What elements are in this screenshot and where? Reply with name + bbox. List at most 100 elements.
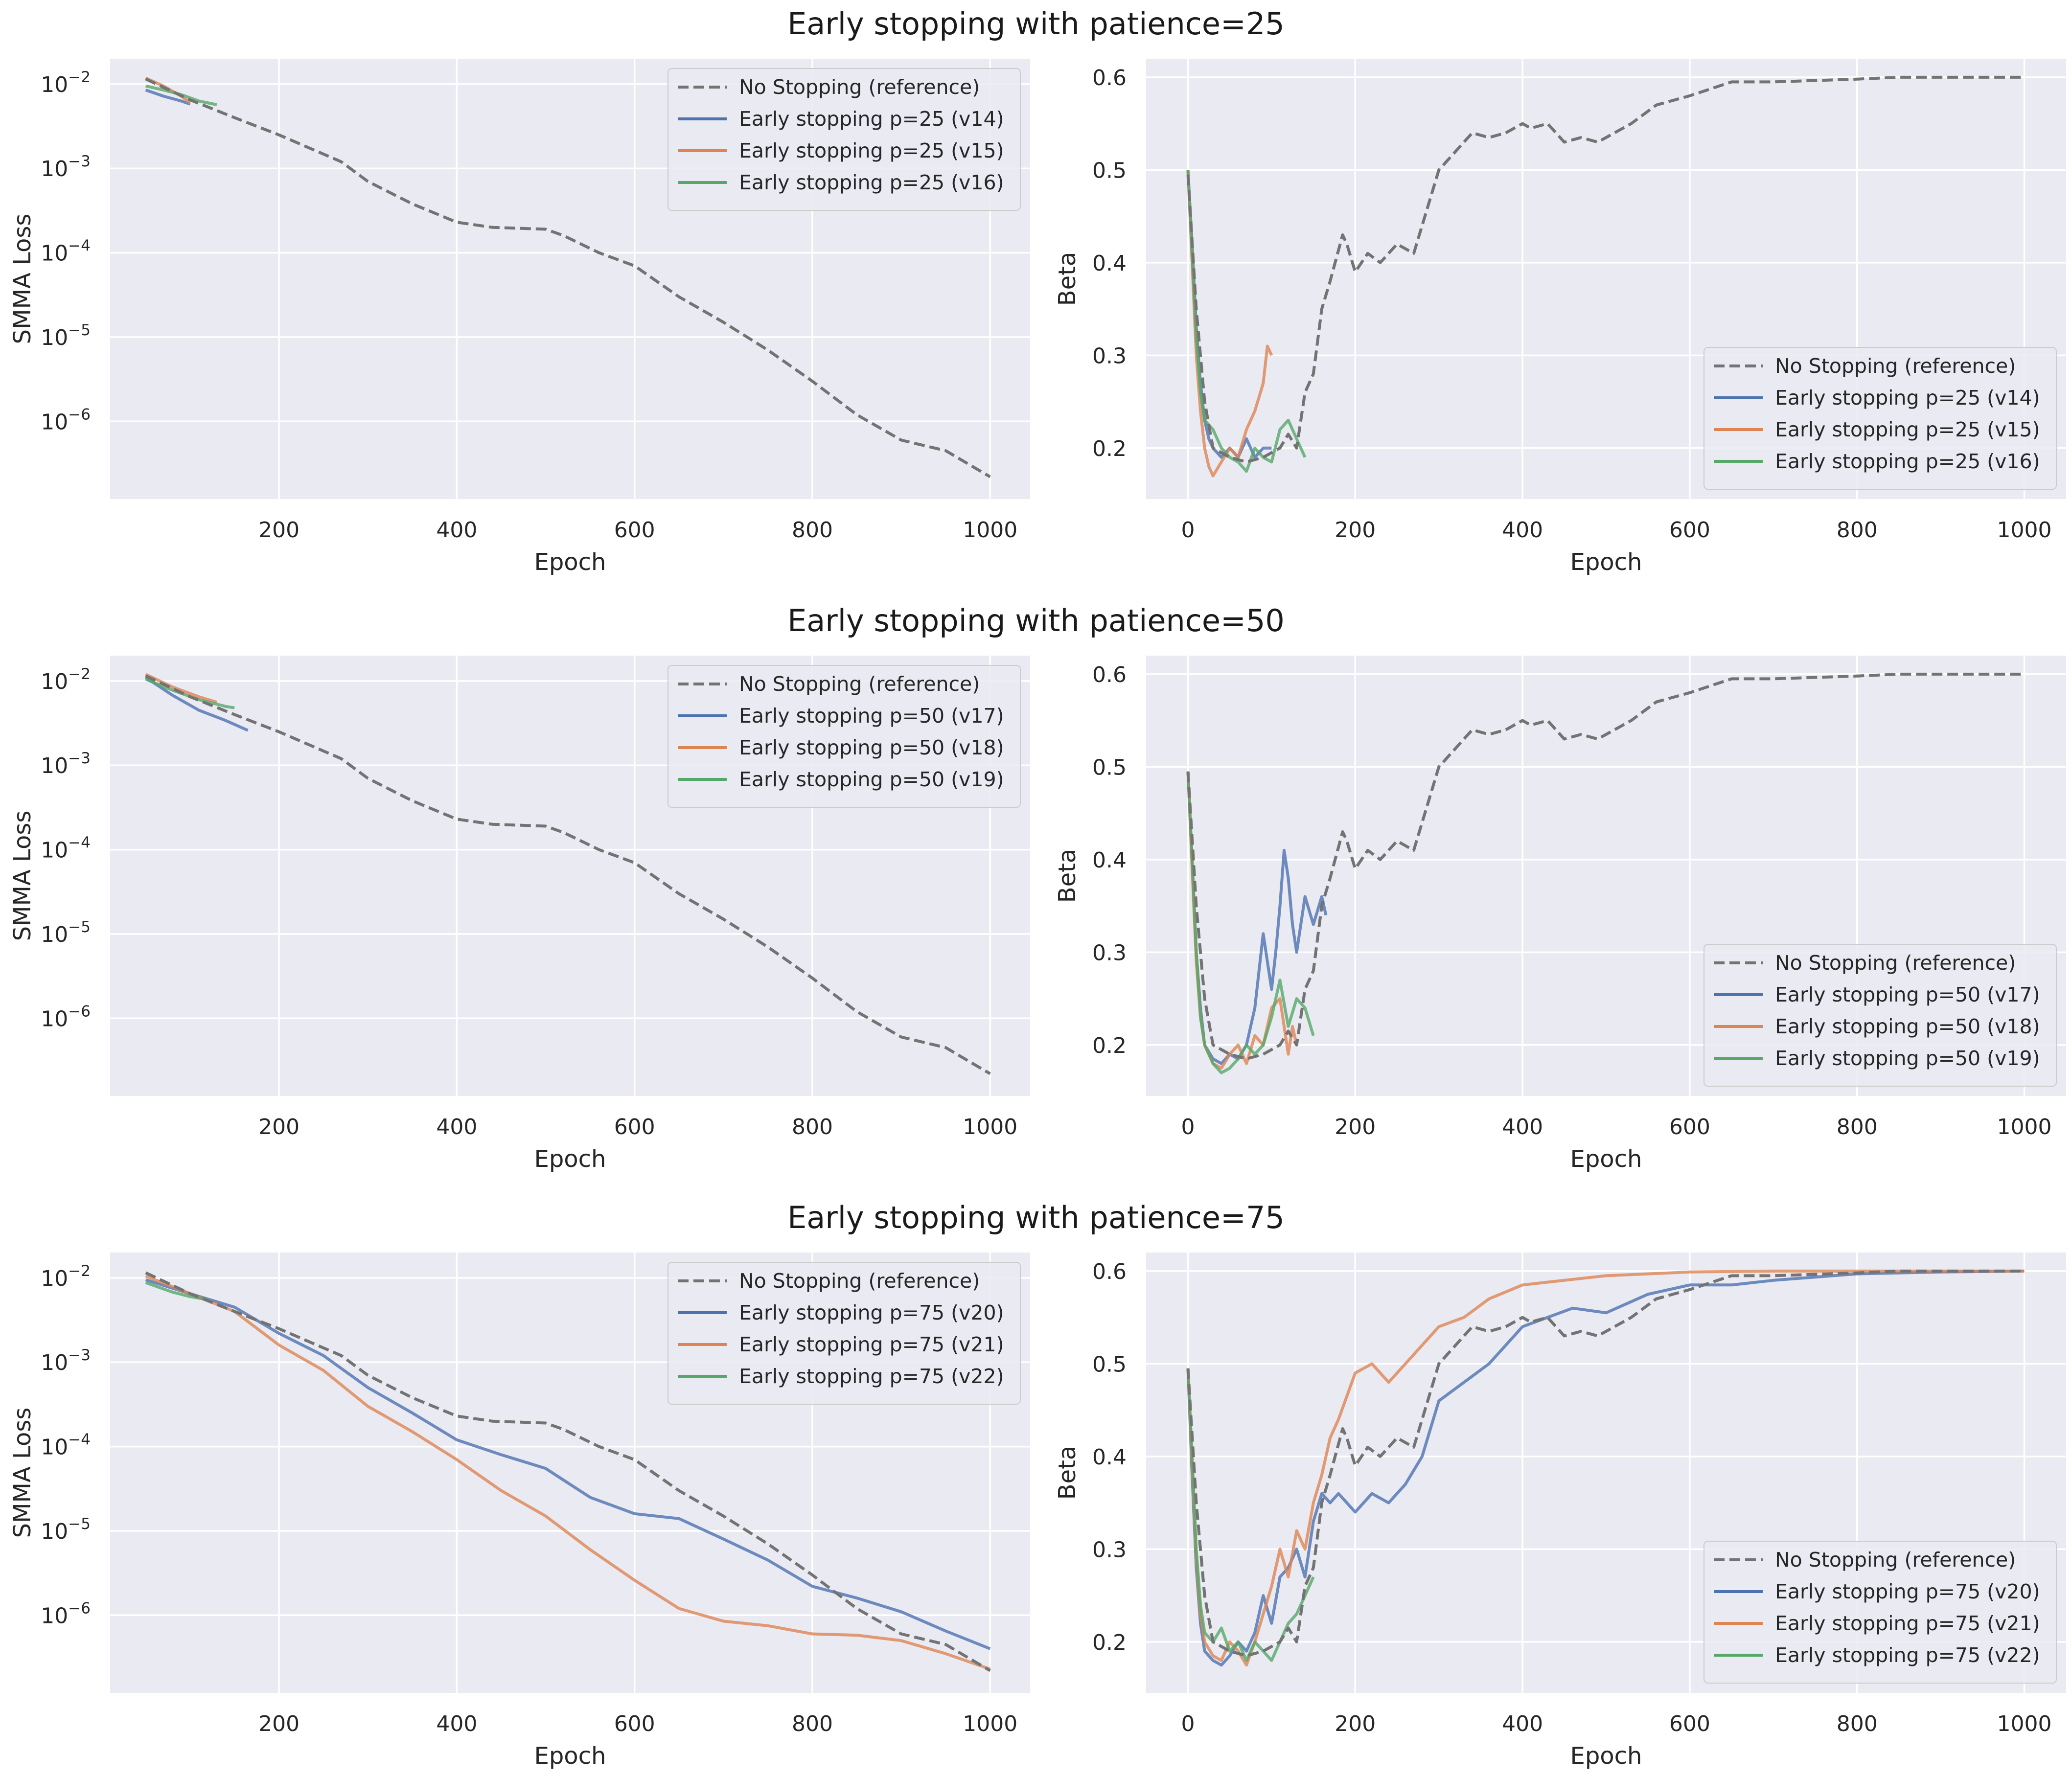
y-tick-label: 0.4 bbox=[1092, 848, 1127, 873]
y-tick-label: 0.5 bbox=[1092, 1352, 1127, 1377]
y-tick-label: 0.2 bbox=[1092, 1630, 1127, 1655]
x-tick-label: 400 bbox=[436, 1115, 477, 1140]
y-tick-label: 10−6 bbox=[41, 1003, 91, 1031]
y-tick-label: 0.3 bbox=[1092, 343, 1127, 368]
series-line-reference bbox=[1186, 1269, 2025, 1658]
y-tick-base: 10 bbox=[41, 410, 68, 434]
y-tick-exponent: −6 bbox=[68, 406, 91, 423]
y-tick-base: 10 bbox=[41, 1350, 68, 1375]
x-tick-label: 400 bbox=[1502, 1711, 1543, 1736]
y-tick-label: 10−5 bbox=[41, 918, 91, 947]
x-axis-label: Epoch bbox=[1570, 548, 1642, 576]
series-line-reference bbox=[145, 1271, 991, 1672]
legend-box bbox=[1704, 1541, 2057, 1684]
x-tick-label: 1000 bbox=[1997, 1115, 2052, 1140]
y-tick-label: 10−5 bbox=[41, 321, 91, 350]
legend-label: Early stopping p=25 (v15) bbox=[739, 139, 1004, 162]
beta-panel-patience-25: 0 200 400 600 800 1000 0.2 0.3 0.4 0.5 0.6 Epoch Bet… bbox=[1054, 59, 2066, 576]
y-axis-label: SMMA Loss bbox=[9, 1408, 36, 1538]
y-tick-label: 10−4 bbox=[41, 834, 91, 863]
x-tick-label: 200 bbox=[258, 1115, 299, 1140]
x-tick-label: 200 bbox=[1335, 518, 1376, 543]
x-tick-label: 800 bbox=[1837, 1711, 1878, 1736]
x-tick-label: 200 bbox=[258, 518, 299, 543]
x-tick-label: 200 bbox=[1335, 1115, 1376, 1140]
x-tick-label: 600 bbox=[614, 518, 655, 543]
legend-label: Early stopping p=25 (v14) bbox=[1775, 386, 2040, 410]
legend-label: Early stopping p=50 (v19) bbox=[739, 768, 1004, 791]
y-tick-label: 0.3 bbox=[1092, 940, 1127, 965]
legend-box bbox=[668, 68, 1021, 211]
legend-label: Early stopping p=50 (v19) bbox=[1775, 1047, 2040, 1070]
y-tick-label: 0.5 bbox=[1092, 755, 1127, 780]
y-tick-base: 10 bbox=[41, 1266, 68, 1291]
y-tick-label: 10−3 bbox=[41, 750, 91, 778]
y-tick-label: 0.4 bbox=[1092, 251, 1127, 276]
loss-panel-patience-25: 200 400 600 800 100010−210−310−410−510−6Epoc… bbox=[9, 59, 1030, 576]
y-tick-exponent: −5 bbox=[68, 918, 91, 936]
y-tick-exponent: −6 bbox=[68, 1003, 91, 1020]
x-tick-label: 600 bbox=[614, 1115, 655, 1140]
x-tick-label: 1000 bbox=[963, 1711, 1017, 1736]
y-tick-exponent: −2 bbox=[68, 665, 91, 683]
legend-label: Early stopping p=75 (v22) bbox=[1775, 1643, 2040, 1667]
y-tick-label: 10−4 bbox=[41, 1431, 91, 1460]
legend-label: Early stopping p=50 (v17) bbox=[739, 704, 1004, 728]
y-tick-base: 10 bbox=[41, 1519, 68, 1544]
y-tick-base: 10 bbox=[41, 241, 68, 266]
y-tick-label: 0.2 bbox=[1092, 1033, 1127, 1058]
loss-panel-patience-75: 200 400 600 800 100010−210−310−410−510−6Epoc… bbox=[9, 1253, 1030, 1770]
x-axis-label: Epoch bbox=[534, 1742, 606, 1770]
y-axis-label: Beta bbox=[1054, 252, 1081, 306]
series-line-early-stopping-1 bbox=[145, 1278, 991, 1650]
y-tick-label: 0.3 bbox=[1092, 1537, 1127, 1562]
x-tick-label: 400 bbox=[1502, 518, 1543, 543]
y-tick-base: 10 bbox=[41, 72, 68, 97]
x-tick-label: 200 bbox=[258, 1711, 299, 1736]
loss-panel-patience-50: 200 400 600 800 100010−210−310−410−510−6Epoc… bbox=[9, 656, 1030, 1173]
series-line-early-stopping-2 bbox=[145, 1275, 991, 1671]
y-tick-label: 10−2 bbox=[41, 665, 91, 694]
y-axis-label: Beta bbox=[1054, 849, 1081, 903]
beta-panel-patience-50: 0 200 400 600 800 1000 0.2 0.3 0.4 0.5 0.6 Epoch Bet… bbox=[1054, 656, 2066, 1173]
x-tick-label: 400 bbox=[436, 1711, 477, 1736]
x-tick-label: 800 bbox=[792, 1115, 833, 1140]
x-tick-label: 1000 bbox=[963, 518, 1017, 543]
series-line-early-stopping-3 bbox=[1186, 170, 1307, 473]
x-tick-label: 600 bbox=[1669, 1711, 1710, 1736]
y-tick-exponent: −2 bbox=[68, 1262, 91, 1280]
legend-label: Early stopping p=50 (v17) bbox=[1775, 983, 2040, 1006]
legend-label: No Stopping (reference) bbox=[1775, 354, 2016, 378]
legend-label: Early stopping p=25 (v15) bbox=[1775, 418, 2040, 441]
x-axis-label: Epoch bbox=[534, 1145, 606, 1173]
legend-label: No Stopping (reference) bbox=[739, 75, 980, 99]
y-tick-label: 0.2 bbox=[1092, 436, 1127, 461]
x-tick-label: 1000 bbox=[1997, 518, 2052, 543]
y-tick-base: 10 bbox=[41, 838, 68, 863]
legend-label: Early stopping p=50 (v18) bbox=[1775, 1015, 2040, 1038]
y-tick-exponent: −3 bbox=[68, 1346, 91, 1364]
y-axis-label: SMMA Loss bbox=[9, 811, 36, 941]
legend-label: No Stopping (reference) bbox=[1775, 951, 2016, 975]
x-axis-label: Epoch bbox=[1570, 1145, 1642, 1173]
y-tick-label: 0.4 bbox=[1092, 1445, 1127, 1470]
y-tick-label: 10−3 bbox=[41, 153, 91, 182]
legend-box bbox=[1704, 944, 2057, 1087]
y-tick-exponent: −4 bbox=[68, 834, 91, 852]
y-tick-base: 10 bbox=[41, 753, 68, 778]
legend-label: Early stopping p=75 (v21) bbox=[1775, 1612, 2040, 1635]
y-tick-label: 0.6 bbox=[1092, 1259, 1127, 1284]
y-tick-label: 0.6 bbox=[1092, 66, 1127, 91]
y-tick-exponent: −2 bbox=[68, 68, 91, 86]
y-tick-exponent: −3 bbox=[68, 750, 91, 767]
y-axis-label: SMMA Loss bbox=[9, 214, 36, 344]
series-line-early-stopping-1 bbox=[145, 89, 191, 106]
y-tick-exponent: −6 bbox=[68, 1599, 91, 1617]
legend-label: No Stopping (reference) bbox=[739, 1269, 980, 1293]
legend-label: Early stopping p=75 (v21) bbox=[739, 1333, 1004, 1356]
row-title-patience-75: Early stopping with patience=75 bbox=[787, 1200, 1285, 1235]
y-tick-base: 10 bbox=[41, 1603, 68, 1628]
x-tick-label: 800 bbox=[1837, 518, 1878, 543]
y-tick-exponent: −5 bbox=[68, 321, 91, 339]
legend-label: Early stopping p=50 (v18) bbox=[739, 736, 1004, 759]
